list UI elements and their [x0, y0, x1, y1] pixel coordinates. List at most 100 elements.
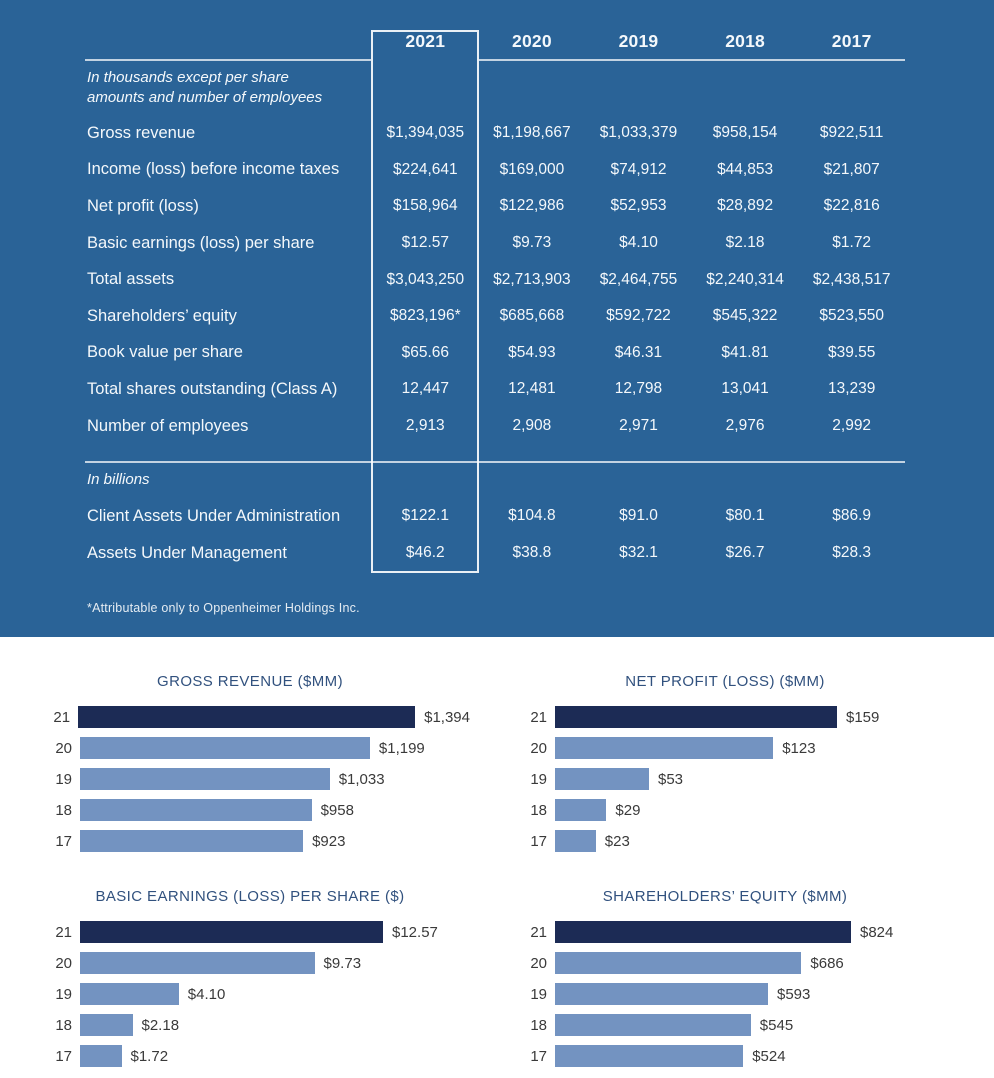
- row-label: Client Assets Under Administration: [87, 506, 341, 525]
- bar-value-label: $29: [615, 801, 641, 819]
- bar-value-label: $686: [810, 954, 844, 972]
- bar-row: 19 $1,033: [30, 768, 470, 790]
- bar-row: 21 $824: [505, 921, 945, 943]
- bar: [78, 706, 416, 728]
- cell-value: 12,447: [401, 380, 449, 398]
- row-label: Total assets: [87, 270, 175, 289]
- cell-value: $592,722: [606, 307, 671, 325]
- cell-value: $922,511: [819, 124, 884, 142]
- cell-value: $38.8: [512, 544, 552, 562]
- chart-gross-revenue: GROSS REVENUE ($MM) 21 $1,394 20 $1,199 …: [30, 673, 470, 861]
- year-tick: 18: [530, 1016, 547, 1034]
- table-row: Income (loss) before income taxes $224,6…: [87, 152, 905, 189]
- year-tick: 18: [530, 801, 547, 819]
- year-header: 2017: [831, 31, 872, 51]
- year-tick: 17: [55, 832, 72, 850]
- cell-value: $46.2: [405, 544, 445, 562]
- chart-net-profit: NET PROFIT (LOSS) ($MM) 21 $159 20 $123 …: [505, 673, 945, 861]
- section-spacer: [87, 444, 905, 462]
- cell-value: $224,641: [392, 160, 458, 178]
- bar-value-label: $593: [777, 985, 811, 1003]
- cell-value: $122.1: [401, 507, 449, 525]
- row-label: Basic earnings (loss) per share: [87, 233, 315, 252]
- year-header: 2018: [725, 31, 765, 51]
- bar: [80, 799, 312, 821]
- bar: [555, 706, 837, 728]
- cell-value: $685,668: [499, 307, 565, 325]
- table-row: Number of employees 2,913 2,908 2,971 2,…: [87, 408, 905, 445]
- bar-value-label: $824: [860, 923, 894, 941]
- row-label: Assets Under Management: [87, 543, 287, 562]
- cell-value: $2,713,903: [493, 270, 571, 288]
- year-tick: 17: [530, 1047, 547, 1065]
- bar-value-label: $1,033: [338, 770, 385, 788]
- bar-row: 19 $4.10: [30, 983, 470, 1005]
- year-tick: 19: [55, 770, 72, 788]
- bar: [80, 1045, 122, 1067]
- cell-value: 12,481: [508, 380, 556, 398]
- bar-value-label: $1.72: [130, 1047, 169, 1065]
- row-label: Book value per share: [87, 343, 243, 362]
- cell-value: 2,913: [405, 417, 445, 435]
- chart-shareholders-equity: SHAREHOLDERS’ EQUITY ($MM) 21 $824 20 $6…: [505, 888, 945, 1076]
- row-label: Income (loss) before income taxes: [87, 160, 340, 179]
- cell-value: $1,394,035: [386, 124, 465, 142]
- cell-value: $74,912: [610, 160, 667, 178]
- year-tick: 19: [530, 985, 547, 1003]
- bar-row: 18 $2.18: [30, 1014, 470, 1036]
- year-tick: 21: [530, 708, 547, 726]
- year-tick: 17: [530, 832, 547, 850]
- year-tick: 18: [55, 801, 72, 819]
- billions-note: In billions: [87, 471, 150, 489]
- bar: [80, 830, 304, 852]
- year-tick: 19: [55, 985, 72, 1003]
- year-tick: 19: [530, 770, 547, 788]
- year-tick: 18: [55, 1016, 72, 1034]
- cell-value: $32.1: [619, 544, 658, 562]
- cell-value: 13,239: [827, 380, 876, 398]
- bar-row: 21 $12.57: [30, 921, 470, 943]
- year-header-row: 2021 2020 2019 2018 2017: [87, 0, 905, 60]
- cell-value: $169,000: [499, 160, 565, 178]
- cell-value: $1,033,379: [599, 124, 678, 142]
- bar: [555, 921, 851, 943]
- footnote: *Attributable only to Oppenheimer Holdin…: [87, 601, 360, 616]
- bar: [555, 983, 768, 1005]
- bar-row: 18 $545: [505, 1014, 945, 1036]
- bar-row: 21 $1,394: [30, 706, 470, 728]
- cell-value: $2,464,755: [599, 270, 678, 288]
- bar-value-label: $545: [759, 1016, 794, 1034]
- bar-row: 17 $524: [505, 1045, 945, 1067]
- cell-value: 12,798: [614, 380, 663, 398]
- cell-value: $28,892: [717, 197, 774, 215]
- table-row: Assets Under Management $46.2 $38.8 $32.…: [87, 535, 905, 572]
- cell-value: $122,986: [499, 197, 565, 215]
- units-note-row: In thousands except per share amounts an…: [87, 60, 905, 115]
- bar-value-label: $53: [658, 770, 684, 788]
- bar-row: 20 $1,199: [30, 737, 470, 759]
- cell-value: $545,322: [712, 307, 778, 325]
- table-row: Total assets $3,043,250 $2,713,903 $2,46…: [87, 261, 905, 298]
- bar: [80, 768, 330, 790]
- row-label: Total shares outstanding (Class A): [87, 379, 338, 398]
- cell-value: 13,041: [721, 380, 769, 398]
- cell-value: 2,976: [725, 417, 765, 435]
- bar-row: 21 $159: [505, 706, 945, 728]
- year-tick: 21: [55, 923, 72, 941]
- five-year-summary-panel: 2021 2020 2019 2018 2017 In thousands ex…: [0, 0, 994, 637]
- row-label: Shareholders’ equity: [87, 306, 237, 325]
- bar-row: 20 $686: [505, 952, 945, 974]
- bar: [80, 737, 370, 759]
- chart-title: BASIC EARNINGS (LOSS) PER SHARE ($): [95, 888, 405, 905]
- cell-value: 2,908: [512, 417, 552, 435]
- year-tick: 20: [530, 954, 547, 972]
- bar-value-label: $4.10: [187, 985, 226, 1003]
- year-header: 2021: [405, 31, 446, 51]
- table-row: Shareholders’ equity $823,196* $685,668 …: [87, 298, 905, 335]
- cell-value: $91.0: [619, 507, 658, 525]
- cell-value: $1,198,667: [493, 124, 571, 142]
- bar-row: 19 $593: [505, 983, 945, 1005]
- cell-value: $80.1: [725, 507, 765, 525]
- cell-value: $523,550: [819, 307, 884, 325]
